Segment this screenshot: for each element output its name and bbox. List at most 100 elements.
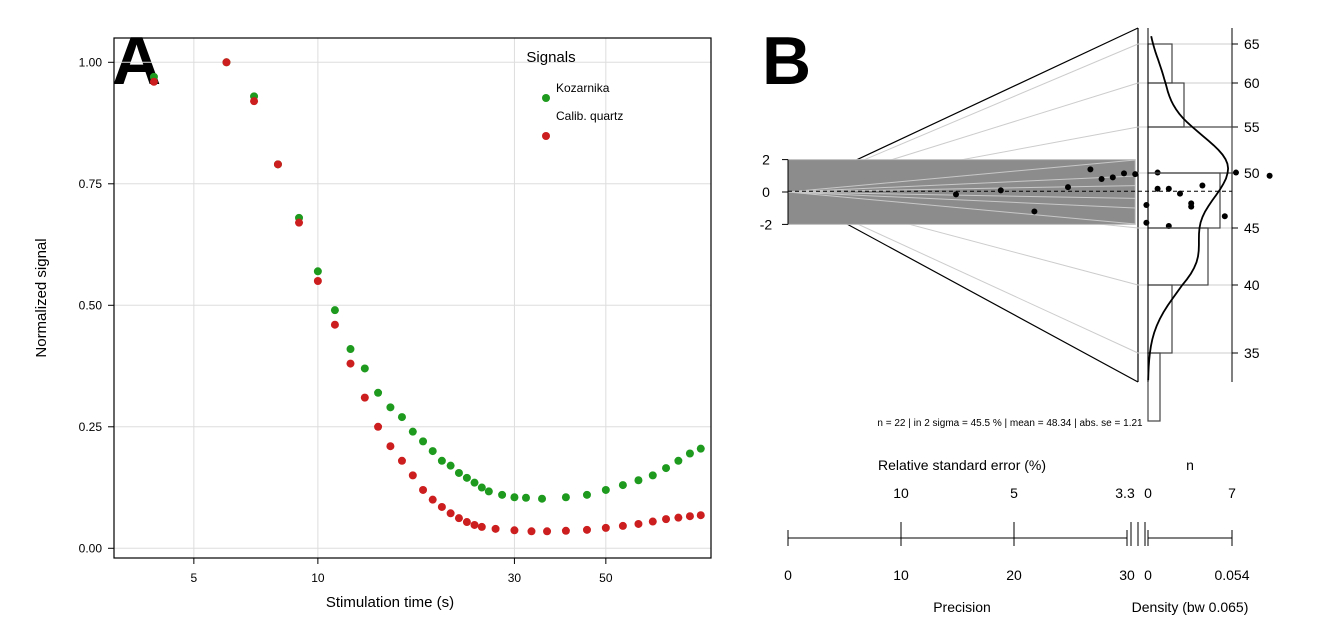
point-kozarnika [510, 493, 519, 502]
radial-point [1109, 174, 1116, 181]
point-calib-quartz [437, 502, 446, 511]
z-tick-label: 65 [1244, 36, 1260, 52]
rse-axis-label: Relative standard error (%) [878, 457, 1046, 473]
precision-axis-label: Precision [933, 599, 991, 615]
point-calib-quartz [470, 520, 479, 529]
legend-label-calib-quartz: Calib. quartz [556, 109, 623, 123]
point-calib-quartz [561, 526, 570, 535]
point-kozarnika [662, 464, 671, 473]
point-calib-quartz [273, 160, 282, 169]
legend-title: Signals [526, 49, 575, 66]
y-tick-label: 0.50 [79, 298, 103, 312]
point-calib-quartz [428, 495, 437, 504]
point-calib-quartz [491, 524, 500, 533]
panel-letter-a: A [112, 23, 161, 99]
panel-b-band-lines [787, 159, 1136, 225]
point-kozarnika [428, 447, 437, 456]
point-kozarnika [521, 493, 530, 502]
radial-point [953, 191, 959, 198]
point-kozarnika [561, 493, 570, 502]
point-kozarnika [618, 481, 627, 490]
point-kozarnika [313, 267, 322, 276]
n-tick-label: 7 [1228, 485, 1236, 501]
point-calib-quartz [527, 527, 536, 536]
z-tick-label: 45 [1244, 220, 1260, 236]
point-kozarnika [648, 471, 657, 480]
precision-tick-label: 20 [1006, 567, 1022, 583]
density-axis-label: Density (bw 0.065) [1132, 599, 1249, 615]
point-calib-quartz [454, 514, 463, 523]
radial-point [1154, 185, 1161, 192]
precision-axis: 0 10 20 30 10 5 3.3 0 0.054 0 7 [784, 485, 1250, 583]
point-calib-quartz [674, 513, 683, 522]
y-tick-label: 0.00 [79, 541, 103, 555]
point-kozarnika [601, 485, 610, 494]
panel-a-y-axis: 0.00 0.25 0.50 0.75 1.00 [79, 55, 114, 555]
panel-letter-b: B [762, 23, 811, 99]
z-axis: 35 40 45 50 55 60 65 [1231, 28, 1260, 382]
point-kozarnika [386, 403, 395, 412]
panel-a-legend: Signals Kozarnika Calib. quartz [526, 49, 623, 140]
radial-point [1177, 190, 1183, 197]
band-line [787, 159, 1136, 193]
rse-tick-label: 10 [893, 485, 909, 501]
two-sigma-band [787, 159, 1136, 225]
point-calib-quartz [634, 519, 643, 528]
panel-a-grid [114, 38, 711, 558]
point-calib-quartz [582, 525, 591, 534]
point-kozarnika [397, 413, 406, 422]
point-calib-quartz [618, 521, 627, 530]
point-calib-quartz [397, 456, 406, 465]
point-kozarnika [408, 427, 417, 436]
panel-a-chart: 5 10 30 50 0.00 0.25 0.50 0.75 1.00 Signals Koz… [33, 37, 712, 611]
point-calib-quartz [462, 518, 471, 527]
point-kozarnika [582, 490, 591, 499]
x-tick-label: 30 [508, 571, 522, 585]
point-kozarnika [346, 345, 355, 354]
point-calib-quartz [510, 526, 519, 535]
radial-point [1098, 176, 1105, 183]
point-kozarnika [374, 388, 383, 397]
point-calib-quartz [149, 77, 158, 86]
point-calib-quartz [446, 509, 455, 518]
band-line [787, 175, 1136, 193]
histogram-bar [1147, 82, 1185, 128]
point-calib-quartz [543, 527, 552, 536]
z-tick-label: 35 [1244, 345, 1260, 361]
histogram [1147, 28, 1233, 422]
rse-tick-label: 3.3 [1115, 485, 1135, 501]
point-kozarnika [538, 494, 547, 503]
point-kozarnika [446, 461, 455, 470]
radial-point [1188, 203, 1195, 210]
point-kozarnika [484, 487, 493, 496]
point-calib-quartz [696, 511, 705, 520]
band-line [787, 191, 1136, 199]
x-tick-label: 50 [599, 571, 613, 585]
y-tick-label: 0.25 [79, 420, 103, 434]
x-tick-label: 10 [311, 571, 325, 585]
point-calib-quartz [374, 422, 383, 431]
point-calib-quartz [648, 517, 657, 526]
point-calib-quartz [477, 522, 486, 531]
radial-point [1087, 166, 1094, 173]
z-tick-label: 50 [1244, 165, 1260, 181]
z-tick-label: 55 [1244, 119, 1260, 135]
point-kozarnika [696, 444, 705, 453]
density-tick-label: 0.054 [1214, 567, 1249, 583]
point-kozarnika [685, 449, 694, 458]
point-calib-quartz [346, 359, 355, 368]
precision-tick-label: 10 [893, 567, 909, 583]
x-tick-label: 5 [191, 571, 198, 585]
panel-a-points [149, 58, 705, 536]
radial-point [1165, 185, 1172, 192]
point-calib-quartz [685, 512, 694, 521]
panel-a-y-label: Normalized signal [33, 238, 50, 357]
y-tick-label: 0 [762, 184, 770, 200]
panel-a-plot-frame [113, 37, 712, 559]
panel-a-x-label: Stimulation time (s) [326, 594, 454, 611]
point-calib-quartz [662, 515, 671, 524]
y-tick-label: -2 [760, 216, 773, 232]
radial-point [1031, 208, 1038, 215]
point-kozarnika [437, 456, 446, 465]
point-kozarnika [674, 456, 683, 465]
